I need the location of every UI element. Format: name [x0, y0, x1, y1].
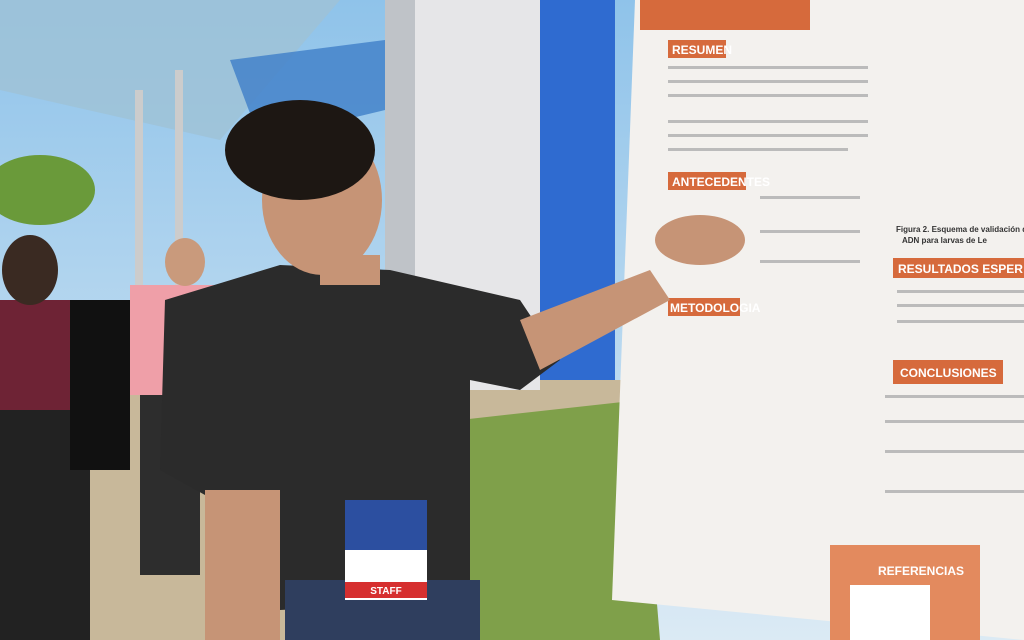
- section-title: REFERENCIAS: [878, 564, 964, 578]
- badge-strip: [345, 582, 427, 598]
- section-title: ANTECEDENTES: [672, 175, 770, 189]
- shirt: [160, 265, 560, 610]
- hand: [655, 215, 745, 265]
- section-title: CONCLUSIONES: [900, 366, 997, 380]
- badge-top: [345, 500, 427, 550]
- poster: [612, 0, 1024, 640]
- section-title: METODOLOGIA: [670, 301, 761, 315]
- section-header: [668, 40, 726, 58]
- grass: [460, 400, 660, 640]
- badge-label: STAFF: [370, 586, 401, 597]
- tent-pole: [135, 90, 143, 390]
- arm: [520, 270, 670, 370]
- person: [70, 300, 130, 470]
- section-header: [893, 258, 1024, 278]
- poster-text-lines: [668, 66, 1024, 493]
- poster-banner: [640, 0, 810, 30]
- palm: [0, 155, 95, 225]
- section-title: RESUMEN: [672, 43, 732, 57]
- section-header: [668, 298, 740, 316]
- qr-code: [850, 585, 930, 640]
- arm: [205, 490, 280, 640]
- canopy: [0, 0, 340, 140]
- figure-caption: Figura 2. Esquema de validación de: [896, 225, 1024, 234]
- person-head: [165, 238, 205, 286]
- tent-pole: [175, 70, 183, 320]
- section-title: RESULTADOS ESPER: [898, 262, 1023, 276]
- hair: [225, 100, 375, 200]
- figure-caption: ADN para larvas de Le: [902, 236, 987, 245]
- section-header: [668, 172, 746, 190]
- section-header: [893, 360, 1003, 384]
- person-head: [2, 235, 58, 305]
